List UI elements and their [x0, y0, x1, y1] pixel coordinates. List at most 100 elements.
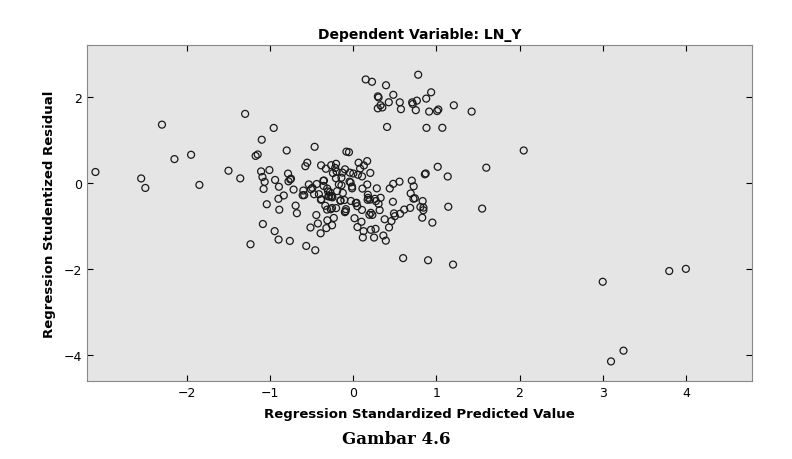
Point	[261, 201, 273, 208]
Point	[257, 221, 269, 228]
Point	[343, 179, 356, 186]
Point	[386, 181, 399, 188]
Point	[329, 175, 342, 183]
Point	[298, 192, 310, 199]
Point	[284, 238, 296, 245]
Point	[406, 100, 418, 107]
Point	[379, 237, 392, 245]
Point	[374, 102, 386, 110]
Point	[304, 224, 317, 232]
Point	[335, 182, 348, 190]
Point	[348, 215, 361, 223]
Point	[326, 193, 338, 200]
Point	[369, 226, 382, 233]
Point	[397, 255, 409, 262]
Point	[370, 198, 383, 205]
Point	[352, 160, 365, 167]
Point	[272, 184, 285, 191]
Point	[303, 181, 315, 189]
Point	[381, 124, 394, 131]
Point	[315, 196, 328, 203]
X-axis label: Regression Standardized Predicted Value: Regression Standardized Predicted Value	[265, 407, 575, 420]
Point	[318, 178, 330, 185]
Point	[379, 216, 391, 224]
Point	[305, 186, 318, 193]
Point	[480, 165, 493, 172]
Point	[364, 227, 377, 234]
Point	[314, 196, 327, 204]
Point	[306, 185, 318, 192]
Point	[371, 94, 384, 101]
Point	[394, 211, 406, 218]
Point	[244, 241, 257, 248]
Point	[447, 261, 459, 269]
Point	[386, 199, 399, 206]
Point	[319, 166, 332, 173]
Point	[394, 100, 406, 107]
Point	[407, 183, 420, 190]
Point	[372, 95, 385, 102]
Point	[339, 208, 352, 215]
Point	[431, 108, 444, 116]
Point	[367, 235, 380, 242]
Point	[326, 194, 339, 202]
Point	[255, 168, 268, 176]
Point	[320, 225, 333, 232]
Point	[371, 106, 384, 113]
Point	[394, 106, 407, 114]
Point	[421, 125, 433, 132]
Point	[366, 79, 379, 86]
Point	[372, 201, 385, 208]
Point	[357, 228, 370, 235]
Point	[299, 163, 312, 170]
Point	[249, 153, 262, 160]
Point	[319, 202, 332, 210]
Point	[387, 210, 400, 218]
Point	[222, 168, 235, 175]
Point	[329, 165, 341, 172]
Point	[343, 149, 356, 157]
Point	[373, 207, 386, 214]
Point	[357, 162, 370, 170]
Point	[351, 203, 364, 210]
Point	[406, 178, 418, 185]
Point	[366, 212, 379, 219]
Point	[385, 218, 398, 225]
Point	[346, 185, 359, 193]
Point	[340, 149, 352, 156]
Point	[405, 190, 417, 198]
Point	[349, 200, 362, 207]
Point	[355, 218, 367, 226]
Point	[375, 195, 387, 202]
Point	[309, 247, 322, 254]
Point	[321, 217, 333, 224]
Point	[361, 181, 374, 189]
Point	[426, 219, 439, 227]
Point	[139, 185, 152, 192]
Point	[310, 212, 322, 219]
Point	[363, 212, 375, 219]
Point	[356, 174, 368, 181]
Point	[321, 207, 333, 214]
Point	[416, 214, 428, 222]
Point	[325, 194, 337, 201]
Point	[251, 151, 264, 159]
Point	[466, 109, 478, 116]
Point	[263, 167, 276, 174]
Point	[364, 196, 376, 204]
Point	[376, 105, 389, 112]
Point	[360, 77, 372, 84]
Point	[337, 190, 349, 197]
Point	[361, 192, 374, 199]
Point	[617, 347, 630, 354]
Point	[422, 257, 435, 264]
Point	[314, 162, 327, 170]
Point	[350, 200, 363, 207]
Point	[442, 204, 455, 211]
Point	[325, 162, 337, 169]
Y-axis label: Regression Studentized Residual: Regression Studentized Residual	[43, 90, 55, 337]
Point	[387, 92, 400, 99]
Point	[256, 174, 268, 181]
Point	[330, 168, 343, 176]
Point	[168, 156, 181, 163]
